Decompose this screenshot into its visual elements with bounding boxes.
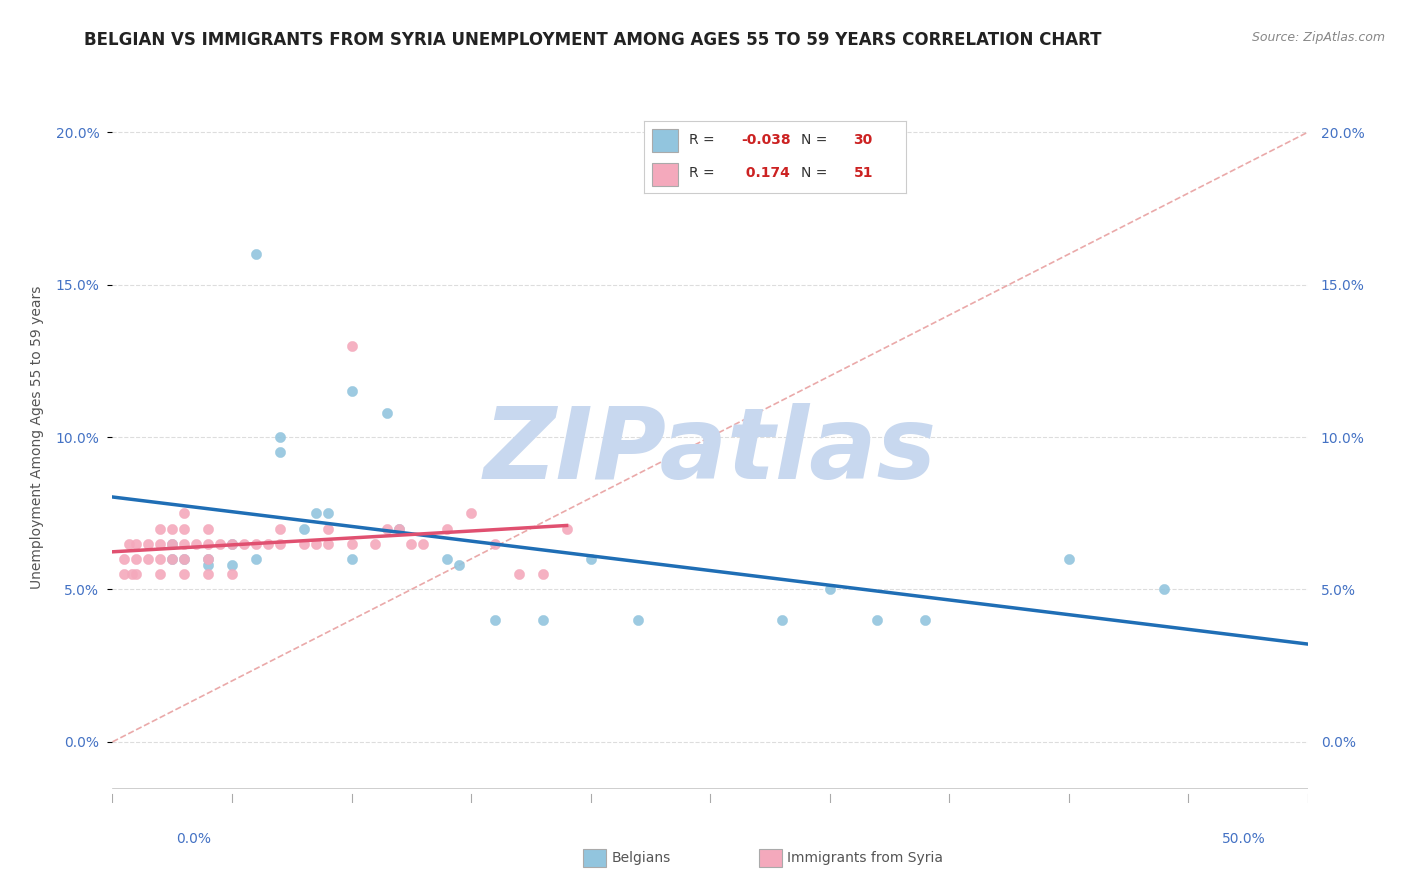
Point — [125, 567, 148, 582]
Text: N =: N = — [801, 167, 832, 180]
Text: R =: R = — [689, 133, 718, 147]
Point — [118, 537, 141, 551]
Point — [121, 567, 143, 582]
Text: 30: 30 — [853, 133, 873, 147]
Point — [173, 567, 195, 582]
Point — [125, 537, 148, 551]
Point — [173, 552, 195, 566]
Point — [149, 521, 172, 535]
Text: 0.174: 0.174 — [741, 167, 790, 180]
Point — [269, 445, 291, 459]
Point — [436, 521, 458, 535]
Point — [305, 506, 328, 520]
Text: Source: ZipAtlas.com: Source: ZipAtlas.com — [1251, 31, 1385, 45]
Point — [221, 537, 243, 551]
Point — [269, 521, 291, 535]
Point — [197, 537, 219, 551]
Point — [818, 582, 841, 597]
Point — [269, 537, 291, 551]
Point — [316, 521, 339, 535]
Point — [340, 384, 363, 399]
Point — [245, 537, 267, 551]
Point — [340, 552, 363, 566]
Point — [125, 552, 148, 566]
Point — [292, 537, 315, 551]
Text: Belgians: Belgians — [612, 851, 671, 865]
Point — [162, 521, 183, 535]
Point — [173, 552, 195, 566]
Point — [292, 521, 315, 535]
Point — [388, 521, 411, 535]
Point — [377, 406, 399, 420]
Point — [114, 552, 135, 566]
Bar — [652, 162, 678, 186]
Point — [627, 613, 650, 627]
Point — [388, 521, 411, 535]
Point — [364, 537, 387, 551]
Point — [531, 613, 554, 627]
Point — [1057, 552, 1080, 566]
Point — [340, 338, 363, 352]
Point — [197, 552, 219, 566]
Point — [269, 430, 291, 444]
Point — [866, 613, 889, 627]
Point — [149, 552, 172, 566]
Text: ZIPatlas: ZIPatlas — [484, 403, 936, 500]
Point — [162, 537, 183, 551]
Point — [197, 558, 219, 573]
Point — [197, 567, 219, 582]
Point — [149, 567, 172, 582]
Bar — [652, 128, 678, 152]
Text: BELGIAN VS IMMIGRANTS FROM SYRIA UNEMPLOYMENT AMONG AGES 55 TO 59 YEARS CORRELAT: BELGIAN VS IMMIGRANTS FROM SYRIA UNEMPLO… — [84, 31, 1102, 49]
Point — [162, 552, 183, 566]
Point — [484, 537, 506, 551]
Point — [305, 537, 328, 551]
Point — [484, 613, 506, 627]
Point — [436, 552, 458, 566]
Text: -0.038: -0.038 — [741, 133, 790, 147]
Point — [221, 558, 243, 573]
Point — [531, 567, 554, 582]
Point — [138, 537, 160, 551]
Point — [173, 521, 195, 535]
Point — [245, 247, 267, 261]
Point — [197, 552, 219, 566]
Text: N =: N = — [801, 133, 832, 147]
Point — [555, 521, 578, 535]
Point — [508, 567, 530, 582]
Point — [173, 537, 195, 551]
Point — [770, 613, 793, 627]
Point — [197, 521, 219, 535]
Text: 0.0%: 0.0% — [176, 832, 211, 846]
Point — [114, 567, 135, 582]
Point — [162, 537, 183, 551]
Point — [221, 567, 243, 582]
Point — [221, 537, 243, 551]
Text: R =: R = — [689, 167, 718, 180]
Point — [340, 537, 363, 551]
Point — [245, 552, 267, 566]
Text: Immigrants from Syria: Immigrants from Syria — [787, 851, 943, 865]
Point — [914, 613, 936, 627]
Point — [447, 558, 470, 573]
Text: 51: 51 — [853, 167, 873, 180]
Point — [579, 552, 602, 566]
Point — [209, 537, 232, 551]
Y-axis label: Unemployment Among Ages 55 to 59 years: Unemployment Among Ages 55 to 59 years — [31, 285, 45, 589]
Point — [257, 537, 280, 551]
Point — [138, 552, 160, 566]
Point — [173, 506, 195, 520]
Point — [412, 537, 434, 551]
Point — [460, 506, 482, 520]
Point — [401, 537, 423, 551]
Point — [233, 537, 256, 551]
Point — [377, 521, 399, 535]
Point — [186, 537, 208, 551]
Point — [149, 537, 172, 551]
Point — [316, 537, 339, 551]
Text: 50.0%: 50.0% — [1222, 832, 1265, 846]
Point — [1153, 582, 1175, 597]
Point — [316, 506, 339, 520]
Point — [162, 552, 183, 566]
